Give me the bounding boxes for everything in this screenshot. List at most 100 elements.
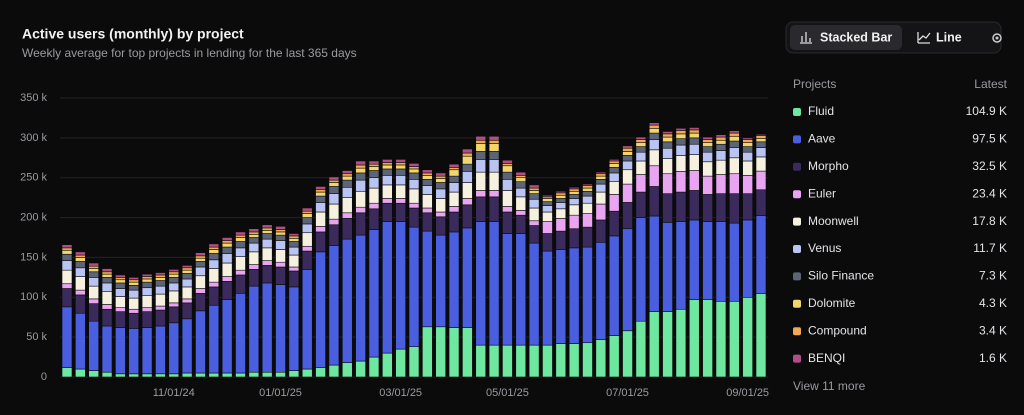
bar-segment bbox=[755, 147, 767, 158]
view-more[interactable]: View 11 more bbox=[793, 379, 866, 393]
stacked-bar-button[interactable]: Stacked Bar bbox=[790, 25, 902, 50]
bar-segment bbox=[662, 131, 673, 135]
legend-label: Morpho bbox=[808, 159, 849, 173]
bar-segment bbox=[261, 247, 273, 261]
bar-segment bbox=[662, 133, 673, 138]
icon bbox=[992, 33, 1002, 43]
bar-segment bbox=[181, 318, 193, 374]
bar-segment bbox=[555, 190, 567, 194]
bar-segment bbox=[542, 201, 553, 206]
bar-segment bbox=[88, 320, 99, 371]
bar-segment bbox=[155, 373, 166, 378]
legend-item[interactable]: Venus 11.7 K bbox=[793, 241, 1007, 255]
bar-segment bbox=[382, 198, 393, 204]
bar-segment bbox=[502, 179, 513, 191]
bar-segment bbox=[528, 187, 540, 191]
bar-segment bbox=[595, 179, 607, 185]
settings-button[interactable] bbox=[992, 33, 1002, 43]
bar-segment bbox=[155, 285, 166, 295]
bar-segment bbox=[181, 269, 193, 274]
bar-segment bbox=[395, 159, 406, 163]
line-button[interactable]: Line bbox=[917, 30, 962, 44]
legend-item[interactable]: Moonwell 17.8 K bbox=[793, 214, 1007, 228]
bar-segment bbox=[568, 194, 580, 199]
bar-segment bbox=[462, 163, 473, 172]
bar-segment bbox=[582, 190, 593, 197]
bar-segment bbox=[328, 364, 340, 378]
bar-segment bbox=[422, 179, 433, 186]
bar-segment bbox=[141, 276, 153, 280]
bar-segment bbox=[475, 135, 487, 141]
y-tick-label: 200 k bbox=[20, 211, 47, 223]
bar-segment bbox=[168, 277, 180, 284]
bar-segment bbox=[75, 254, 86, 258]
bar-segment bbox=[729, 173, 740, 194]
bar-segment bbox=[235, 247, 246, 257]
bar-segment bbox=[462, 198, 473, 206]
bar-segment bbox=[128, 312, 140, 329]
legend-label: Euler bbox=[808, 186, 836, 200]
bar-segment bbox=[715, 159, 727, 175]
bar-segment bbox=[635, 160, 647, 175]
bar-segment bbox=[742, 146, 753, 153]
legend-item[interactable]: Silo Finance 7.3 K bbox=[793, 269, 1007, 283]
bar-segment bbox=[155, 277, 166, 281]
bar-segment bbox=[275, 261, 286, 268]
bar-segment bbox=[462, 148, 473, 154]
bar-segment bbox=[315, 226, 326, 233]
legend-item[interactable]: Morpho 32.5 K bbox=[793, 159, 1007, 173]
bar-segment bbox=[475, 344, 487, 378]
bar-segment bbox=[715, 221, 727, 302]
bar-segment bbox=[435, 198, 446, 213]
legend-item[interactable]: BENQI 1.6 K bbox=[793, 351, 1007, 365]
bar-segment bbox=[595, 171, 607, 175]
bar-segment bbox=[221, 240, 233, 244]
bar-segment bbox=[195, 257, 206, 262]
bar-segment bbox=[675, 130, 687, 135]
bar-segment bbox=[568, 190, 580, 195]
legend-latest: 17.8 K bbox=[972, 214, 1007, 228]
legend-item[interactable]: Fluid 104.9 K bbox=[793, 104, 1007, 118]
bar-segment bbox=[435, 188, 446, 199]
bar-segment bbox=[702, 142, 713, 147]
bar-segment bbox=[288, 370, 300, 378]
bar-segment bbox=[315, 231, 326, 253]
bar-segment bbox=[208, 249, 220, 254]
bar-segment bbox=[128, 297, 140, 310]
bar-segment bbox=[328, 193, 340, 205]
bar-segment bbox=[115, 327, 126, 375]
bar-segment bbox=[275, 226, 286, 230]
bar-segment bbox=[528, 242, 540, 346]
legend-item[interactable]: Dolomite 4.3 K bbox=[793, 296, 1007, 310]
bar-segment bbox=[235, 234, 246, 238]
bar-segment bbox=[301, 207, 313, 212]
legend-item[interactable]: Aave 97.5 K bbox=[793, 132, 1007, 146]
bar-segment bbox=[75, 261, 86, 269]
bar-segment bbox=[662, 158, 673, 175]
bar-segment bbox=[515, 175, 527, 179]
bar-segment bbox=[635, 136, 647, 140]
bar-segment bbox=[488, 344, 500, 378]
bar-segment bbox=[422, 185, 433, 195]
bar-segment bbox=[462, 152, 473, 157]
bar-segment bbox=[155, 293, 166, 307]
bar-segment bbox=[435, 211, 446, 218]
bar-segment bbox=[382, 221, 393, 354]
bar-segment bbox=[502, 344, 513, 378]
legend-item[interactable]: Euler 23.4 K bbox=[793, 186, 1007, 200]
bar-segment bbox=[688, 190, 700, 221]
bar-segment bbox=[755, 170, 767, 191]
legend-item[interactable]: Compound 3.4 K bbox=[793, 323, 1007, 337]
bar-segment bbox=[61, 247, 73, 251]
bar-segment bbox=[168, 269, 180, 273]
legend-latest: 7.3 K bbox=[979, 269, 1007, 283]
legend-header: Projects bbox=[793, 77, 836, 91]
bar-segment bbox=[648, 124, 660, 129]
bar-segment bbox=[648, 127, 660, 134]
bar-segment bbox=[502, 171, 513, 180]
bar-segment bbox=[622, 202, 633, 230]
bar-segment bbox=[168, 373, 180, 378]
bar-segment bbox=[702, 299, 713, 378]
bar-segment bbox=[662, 311, 673, 378]
bar-segment bbox=[275, 266, 286, 285]
